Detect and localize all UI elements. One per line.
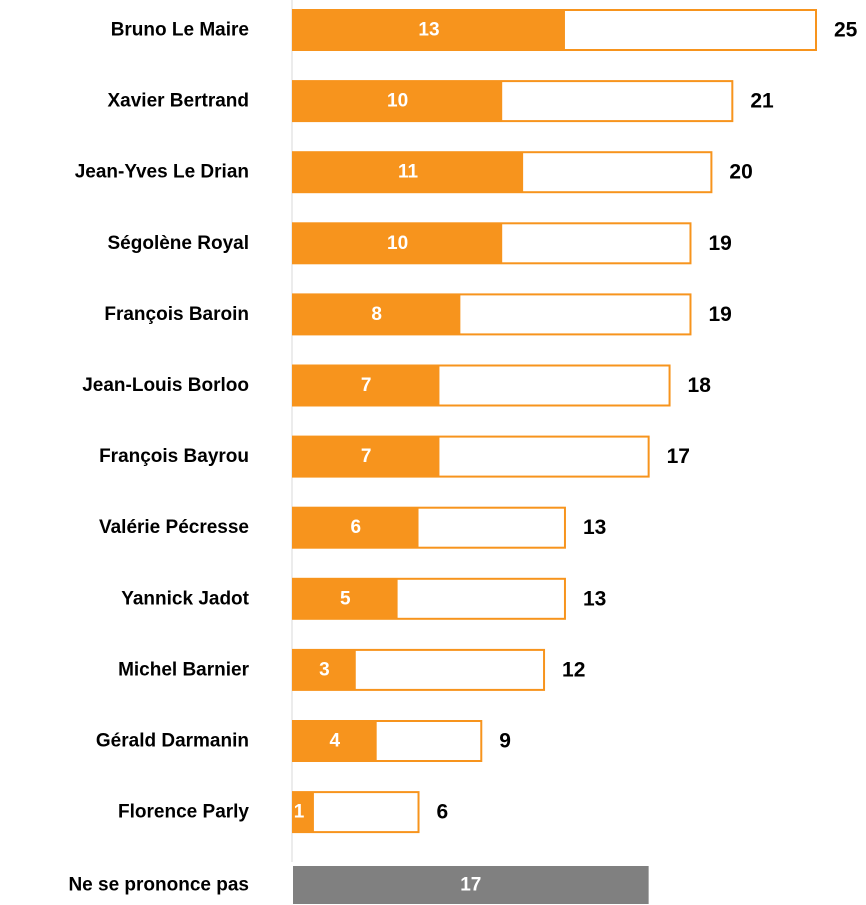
category-label: Xavier Bertrand: [107, 91, 249, 112]
inner-bar: [293, 792, 314, 833]
total-value-label: 9: [499, 730, 511, 753]
inner-value-label: 3: [319, 659, 330, 680]
total-value-label: 19: [708, 232, 731, 255]
category-label: François Baroin: [104, 304, 249, 325]
category-label: Florence Parly: [118, 802, 249, 823]
category-label: Jean-Yves Le Drian: [75, 162, 249, 183]
total-value-label: 17: [667, 445, 690, 468]
total-value-label: 12: [562, 658, 585, 681]
total-value-label: 6: [437, 801, 449, 824]
total-value-label: 13: [583, 516, 606, 539]
category-label: Bruno Le Maire: [111, 20, 249, 41]
inner-bar: [293, 721, 377, 761]
inner-bar: [293, 223, 503, 264]
inner-bar: [293, 578, 398, 619]
inner-bar: [293, 10, 565, 50]
inner-bar: [293, 436, 440, 477]
category-label: Yannick Jadot: [121, 588, 249, 609]
inner-value-label: 5: [340, 588, 351, 609]
inner-value-label: 11: [398, 162, 419, 183]
inner-value-label: 4: [330, 731, 341, 752]
total-value-label: 19: [708, 303, 731, 326]
inner-bar: [293, 81, 503, 122]
inner-bar: [293, 365, 440, 406]
category-label: Valérie Pécresse: [99, 517, 249, 538]
no-opinion-value-label: 17: [460, 875, 481, 896]
inner-value-label: 7: [361, 375, 372, 396]
total-value-label: 20: [729, 161, 752, 184]
inner-bar: [293, 152, 524, 193]
category-label: Gérald Darmanin: [96, 731, 249, 752]
inner-value-label: 10: [387, 91, 408, 112]
inner-value-label: 6: [350, 517, 361, 538]
category-label: François Bayrou: [99, 446, 249, 467]
category-label: Ségolène Royal: [108, 233, 250, 254]
inner-value-label: 1: [294, 802, 305, 823]
inner-value-label: 8: [371, 304, 382, 325]
inner-value-label: 13: [418, 20, 439, 41]
inner-value-label: 10: [387, 233, 408, 254]
category-label: Jean-Louis Borloo: [82, 375, 249, 396]
no-opinion-bar: [293, 866, 649, 904]
total-value-label: 25: [834, 19, 858, 42]
total-value-label: 21: [750, 90, 774, 113]
category-label-no-opinion: Ne se prononce pas: [68, 875, 249, 896]
inner-value-label: 7: [361, 446, 372, 467]
total-value-label: 18: [688, 374, 712, 397]
inner-bar: [293, 649, 356, 690]
total-value-label: 13: [583, 587, 606, 610]
inner-bar: [293, 294, 461, 335]
category-label: Michel Barnier: [118, 659, 250, 680]
inner-bar: [293, 507, 419, 548]
